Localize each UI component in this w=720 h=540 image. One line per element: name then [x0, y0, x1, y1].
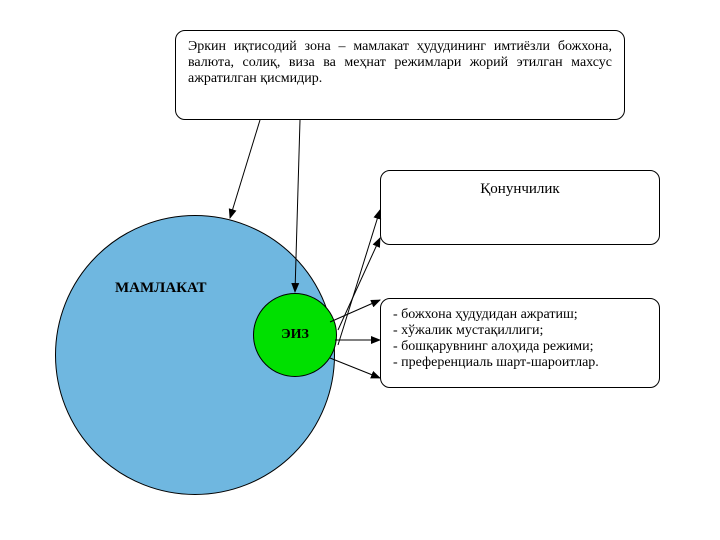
feature-item: божхона ҳудудидан ажратиш;	[393, 307, 647, 323]
feature-item: преференциаль шарт-шароитлар.	[393, 355, 647, 371]
features-list: божхона ҳудудидан ажратиш; хўжалик муста…	[393, 307, 647, 371]
country-label: МАМЛАКАТ	[115, 280, 207, 297]
eiz-label: ЭИЗ	[281, 327, 309, 343]
definition-box: Эркин иқтисодий зона – мамлакат ҳудудини…	[175, 30, 625, 120]
eiz-circle: ЭИЗ	[253, 293, 337, 377]
feature-item: бошқарувнинг алоҳида режими;	[393, 339, 647, 355]
law-box: Қонунчилик	[380, 170, 660, 245]
features-box: божхона ҳудудидан ажратиш; хўжалик муста…	[380, 298, 660, 388]
diagram-stage: Эркин иқтисодий зона – мамлакат ҳудудини…	[0, 0, 720, 540]
feature-item: хўжалик мустақиллиги;	[393, 323, 647, 339]
law-text: Қонунчилик	[480, 181, 559, 198]
definition-text: Эркин иқтисодий зона – мамлакат ҳудудини…	[188, 39, 612, 86]
